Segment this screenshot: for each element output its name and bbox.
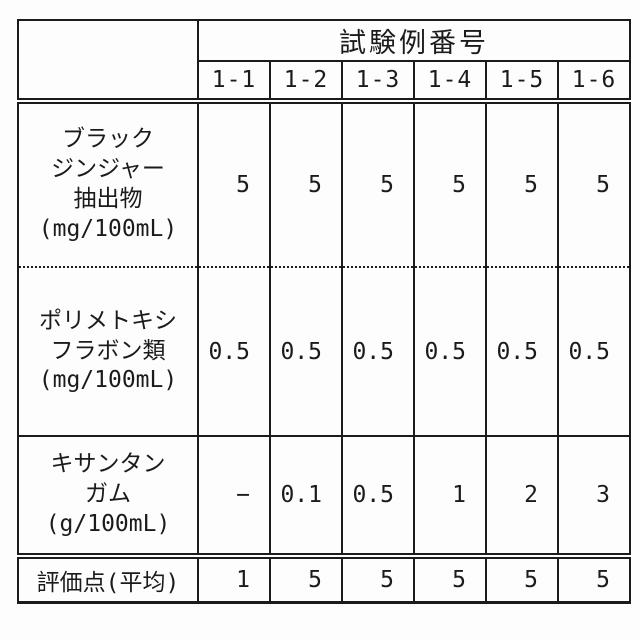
header-group-row: 試験例番号 [17, 19, 631, 104]
cell-value: 5 [269, 553, 343, 604]
cell-value: 1 [413, 435, 487, 557]
cell-value: 0.5 [269, 266, 343, 437]
cell-value: 5 [269, 100, 343, 268]
row-label-xanthan-gum: キサンタン ガム (g/100mL) [17, 435, 199, 557]
cell-value: 5 [413, 553, 487, 604]
row-label-polymethoxyflavones: ポリメトキシ フラボン類 (mg/100mL) [17, 266, 199, 437]
cell-value: 5 [485, 553, 559, 604]
column-group-header: 試験例番号 [197, 19, 631, 62]
cell-value: 0.5 [341, 435, 415, 557]
cell-value: 0.5 [197, 266, 271, 437]
cell-value: 0.1 [269, 435, 343, 557]
cell-value: 5 [341, 553, 415, 604]
row-black-ginger-extract: ブラック ジンジャー 抽出物 (mg/100mL) 5 5 5 5 5 5 [17, 100, 631, 268]
cell-value: 3 [557, 435, 631, 557]
row-label-evaluation-score: 評価点(平均) [17, 553, 199, 604]
row-evaluation-score: 評価点(平均) 1 5 5 5 5 5 [17, 553, 631, 604]
cell-value: 5 [413, 100, 487, 268]
cell-value: 1 [197, 553, 271, 604]
cell-value: 2 [485, 435, 559, 557]
test-example-table: 試験例番号 1-1 1-2 1-3 1-4 1-5 1-6 ブラック ジンジャー… [17, 19, 631, 604]
column-header-1-3: 1-3 [341, 60, 415, 104]
cell-value: 0.5 [557, 266, 631, 437]
cell-value: 0.5 [485, 266, 559, 437]
header-columns-row: 1-1 1-2 1-3 1-4 1-5 1-6 [18, 60, 631, 104]
cell-value: 5 [557, 553, 631, 604]
cell-value: 0.5 [341, 266, 415, 437]
row-polymethoxyflavones: ポリメトキシ フラボン類 (mg/100mL) 0.5 0.5 0.5 0.5 … [17, 266, 631, 437]
cell-value: 5 [557, 100, 631, 268]
column-header-1-1: 1-1 [197, 60, 271, 104]
row-label-black-ginger-extract: ブラック ジンジャー 抽出物 (mg/100mL) [17, 100, 199, 268]
column-header-1-5: 1-5 [485, 60, 559, 104]
cell-value: 5 [485, 100, 559, 268]
column-header-1-6: 1-6 [557, 60, 631, 104]
column-header-1-4: 1-4 [413, 60, 487, 104]
cell-value: 5 [341, 100, 415, 268]
row-xanthan-gum: キサンタン ガム (g/100mL) − 0.1 0.5 1 2 3 [17, 435, 631, 557]
corner-cell [17, 19, 199, 104]
cell-value: − [197, 435, 271, 557]
column-header-1-2: 1-2 [269, 60, 343, 104]
cell-value: 0.5 [413, 266, 487, 437]
cell-value: 5 [197, 100, 271, 268]
